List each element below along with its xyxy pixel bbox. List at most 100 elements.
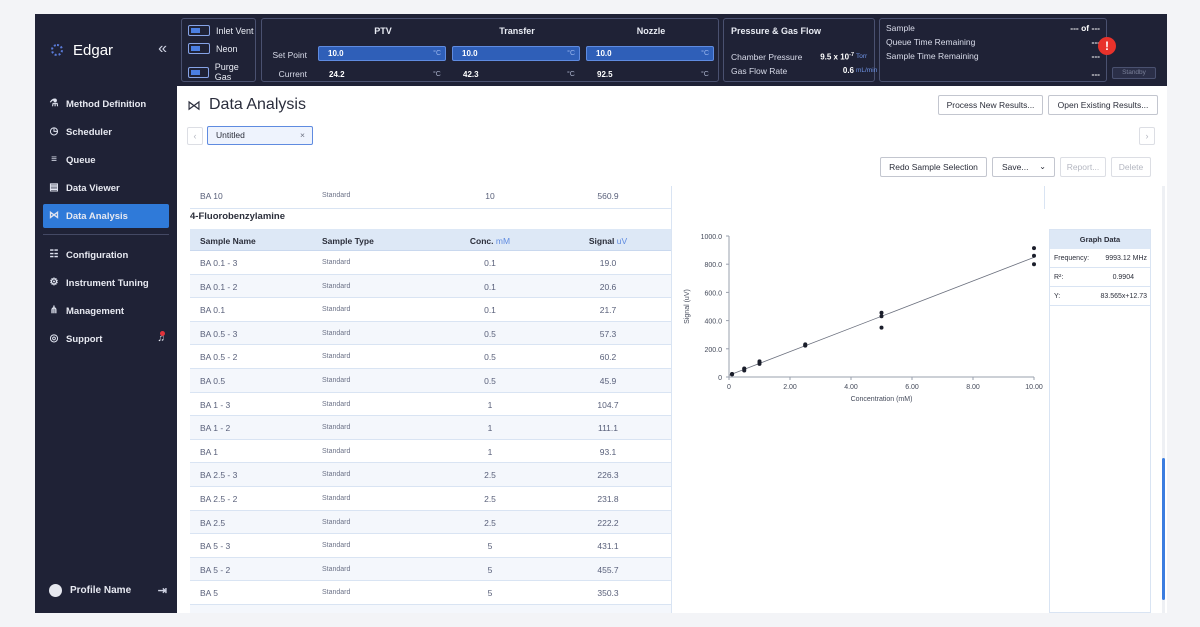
nozzle-setpoint-input[interactable]: 10.0 °C	[586, 46, 714, 61]
cell-conc: 2.5	[484, 493, 496, 504]
table-row[interactable]: BA 5 - 2 Standard 5 455.7	[190, 557, 671, 582]
brand: Edgar «	[35, 14, 177, 86]
cell-conc: 1	[487, 423, 493, 434]
cell-signal: 57.3	[599, 328, 617, 339]
sidebar-item-support[interactable]: ◎ Support ♫	[43, 327, 169, 351]
y-tick-label: 400.0	[704, 319, 722, 326]
sidebar-item-label: Scheduler	[66, 126, 112, 138]
cell-signal: 21.7	[599, 305, 617, 316]
avatar-icon	[49, 583, 62, 597]
temperature-panel: Set Point Current PTV 10.0 °C 24.2 °C Tra…	[261, 18, 719, 82]
col-sample-name[interactable]: Sample Name	[200, 236, 256, 246]
alert-icon[interactable]: !	[1098, 37, 1116, 55]
process-new-results-button[interactable]: Process New Results...	[938, 95, 1043, 115]
cell-type: Standard	[322, 306, 351, 314]
cell-conc: 2.5	[484, 470, 496, 481]
close-icon[interactable]: ×	[300, 130, 305, 140]
table-row[interactable]: BA 5 - 3 Standard 5 431.1	[190, 534, 671, 558]
inlet-vent-toggle[interactable]	[188, 25, 210, 36]
double-chevron-left-icon[interactable]: «	[158, 40, 167, 57]
y-tick-label: 600.0	[704, 290, 722, 297]
profile[interactable]: Profile Name ⇥	[35, 567, 177, 613]
table-row[interactable]: BA 0.5 - 3 Standard 0.5 57.3	[190, 321, 671, 346]
table-row[interactable]: BA 1 Standard 1 93.1	[190, 440, 671, 464]
scrollbar[interactable]	[1162, 186, 1165, 613]
section-title: 4-Fluorobenzylamine	[190, 211, 286, 222]
cell-signal: 45.9	[599, 375, 617, 386]
data-table: Sample Name Sample Type Conc. mM Signal …	[190, 229, 671, 613]
standby-button[interactable]: Standby	[1112, 67, 1156, 79]
sample-value: --- of ---	[1070, 23, 1100, 33]
cell-name: BA 0.5 - 2	[200, 352, 238, 363]
cell-name: BA 0.5	[200, 375, 226, 386]
col-conc[interactable]: Conc. mM	[469, 236, 511, 246]
cell-signal: 93.1	[599, 446, 617, 457]
transfer-setpoint-input[interactable]: 10.0 °C	[452, 46, 580, 61]
inlet-vent-toggle-row[interactable]: Inlet Vent	[188, 25, 254, 36]
table-row[interactable]: BA 0.1 Standard 0.1 21.7	[190, 298, 671, 322]
ptv-setpoint-input[interactable]: 10.0 °C	[318, 46, 446, 61]
bell-icon[interactable]: ♫	[157, 333, 166, 344]
table-row[interactable]: BA 5 Standard 5 350.3	[190, 581, 671, 605]
table-row[interactable]: BA 0.1 - 3 Standard 0.1 19.0	[190, 251, 671, 275]
app-name: Edgar	[73, 41, 114, 59]
report-button[interactable]: Report...	[1060, 157, 1106, 177]
transfer-title: Transfer	[499, 26, 535, 36]
toggles-panel: Inlet Vent Neon Purge Gas	[181, 18, 256, 82]
cell-type: Standard	[322, 589, 351, 597]
table-row[interactable]: BA 2.5 - 3 Standard 2.5 226.3	[190, 463, 671, 487]
tab-untitled[interactable]: Untitled ×	[207, 126, 313, 145]
table-row[interactable]: BA 1 - 3 Standard 1 104.7	[190, 393, 671, 417]
save-dropdown-button[interactable]: Save... ⌄	[992, 157, 1055, 177]
sidebar-item-instrument-tuning[interactable]: ⚙ Instrument Tuning	[43, 271, 169, 295]
table-row[interactable]: BA 10 Standard 10 560.9	[200, 191, 619, 201]
table-row[interactable]: BA 0.1 - 2 Standard 0.1 20.6	[190, 274, 671, 299]
neon-toggle-row[interactable]: Neon	[188, 43, 238, 54]
scrollbar-thumb[interactable]	[1162, 458, 1165, 600]
sidebar-item-queue[interactable]: ≡ Queue	[43, 148, 169, 172]
sidebar-item-data-viewer[interactable]: ▤ Data Viewer	[43, 176, 169, 200]
redo-sample-selection-button[interactable]: Redo Sample Selection	[880, 157, 987, 177]
sidebar-item-method-definition[interactable]: ⚗ Method Definition	[43, 92, 169, 116]
table-row[interactable]: BA 0.5 Standard 0.5 45.9	[190, 368, 671, 393]
neon-toggle[interactable]	[188, 43, 210, 54]
notification-dot	[160, 331, 165, 336]
sidebar-item-management[interactable]: ⋔ Management	[43, 299, 169, 323]
sidebar-item-configuration[interactable]: ☷ Configuration	[43, 243, 169, 267]
open-existing-results-button[interactable]: Open Existing Results...	[1048, 95, 1158, 115]
table-row[interactable]: BA 0.5 - 2 Standard 0.5 60.2	[190, 345, 671, 369]
tab-scroll-left-icon[interactable]: ‹	[187, 127, 203, 145]
purge-gas-toggle[interactable]	[188, 66, 209, 78]
cell-type: Standard	[322, 424, 351, 432]
nozzle-current: 92.5	[597, 70, 613, 79]
cell-type: Standard	[322, 353, 351, 361]
support-icon: ◎	[49, 333, 59, 344]
data-point	[1032, 253, 1036, 258]
flask-icon: ⚗	[49, 98, 59, 109]
clock-icon: ◷	[49, 126, 59, 137]
cell-signal: 431.1	[597, 541, 619, 552]
equation-row: Y: 83.565x+12.73	[1050, 287, 1150, 306]
page-title-text: Data Analysis	[209, 96, 306, 113]
data-point	[1032, 262, 1036, 267]
sidebar-item-scheduler[interactable]: ◷ Scheduler	[43, 120, 169, 144]
cell-name: BA 0.5 - 3	[200, 328, 238, 339]
inlet-vent-label: Inlet Vent	[216, 25, 254, 36]
sidebar-item-data-analysis[interactable]: ⋈ Data Analysis	[43, 204, 169, 228]
delete-button[interactable]: Delete	[1111, 157, 1151, 177]
r2-row: R²: 0.9904	[1050, 268, 1150, 287]
table-row[interactable]: BA 10 - 3Standard10914.1	[190, 604, 671, 613]
table-row[interactable]: BA 1 - 2 Standard 1 111.1	[190, 416, 671, 440]
col-signal[interactable]: Signal uV	[588, 236, 628, 246]
table-row[interactable]: BA 2.5 - 2 Standard 2.5 231.8	[190, 487, 671, 511]
purge-gas-toggle-row[interactable]: Purge Gas	[188, 62, 255, 82]
cell-signal: 914.1	[597, 612, 618, 613]
tab-scroll-right-icon[interactable]: ›	[1139, 127, 1155, 145]
cell-signal: 226.3	[597, 470, 619, 481]
gas-flow-unit: mL/min	[856, 67, 878, 74]
y-tick-label: 200.0	[704, 347, 722, 354]
table-row[interactable]: BA 2.5 Standard 2.5 222.2	[190, 510, 671, 535]
col-sample-type[interactable]: Sample Type	[322, 236, 374, 246]
logout-icon[interactable]: ⇥	[157, 584, 167, 597]
cell-name: BA 0.1 - 2	[200, 281, 238, 292]
